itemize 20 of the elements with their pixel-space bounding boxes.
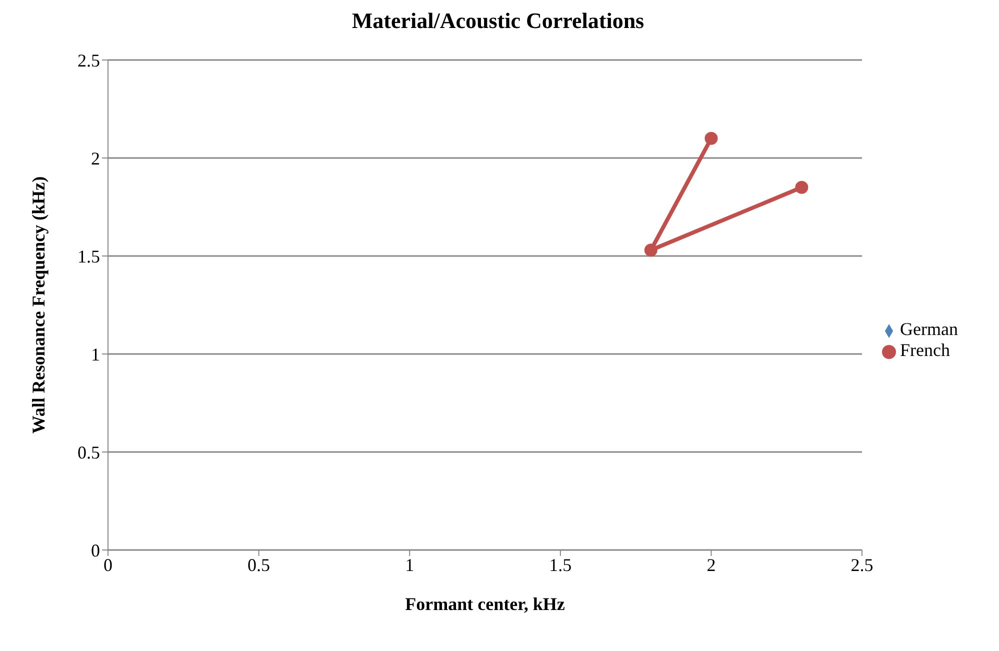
x-tick-label: 1.5 <box>549 554 572 575</box>
point <box>795 180 808 194</box>
y-tick-label: 1.5 <box>78 246 100 266</box>
point <box>704 132 718 145</box>
legend-label: German <box>900 319 958 339</box>
x-tick-label: 2.5 <box>850 554 874 575</box>
y-tick-label: 2.5 <box>78 50 100 70</box>
legend-label: French <box>900 340 950 360</box>
x-tick-label: 0.5 <box>248 554 270 575</box>
y-tick-label: 0 <box>91 540 100 560</box>
x-tick-label: 1 <box>405 554 414 575</box>
y-tick-label: 2 <box>91 148 100 168</box>
point <box>644 244 658 257</box>
x-axis-title: Formant center, kHz <box>405 594 565 614</box>
chart-title: Material/Acoustic Correlations <box>350 8 646 34</box>
y-axis-title: Wall Resonance Frequency (kHz) <box>28 176 48 434</box>
x-tick-label: 2 <box>706 554 716 575</box>
y-tick-label: 1 <box>91 344 100 364</box>
x-tick-label: 0 <box>104 554 112 575</box>
y-tick-label: 0.5 <box>78 442 100 462</box>
